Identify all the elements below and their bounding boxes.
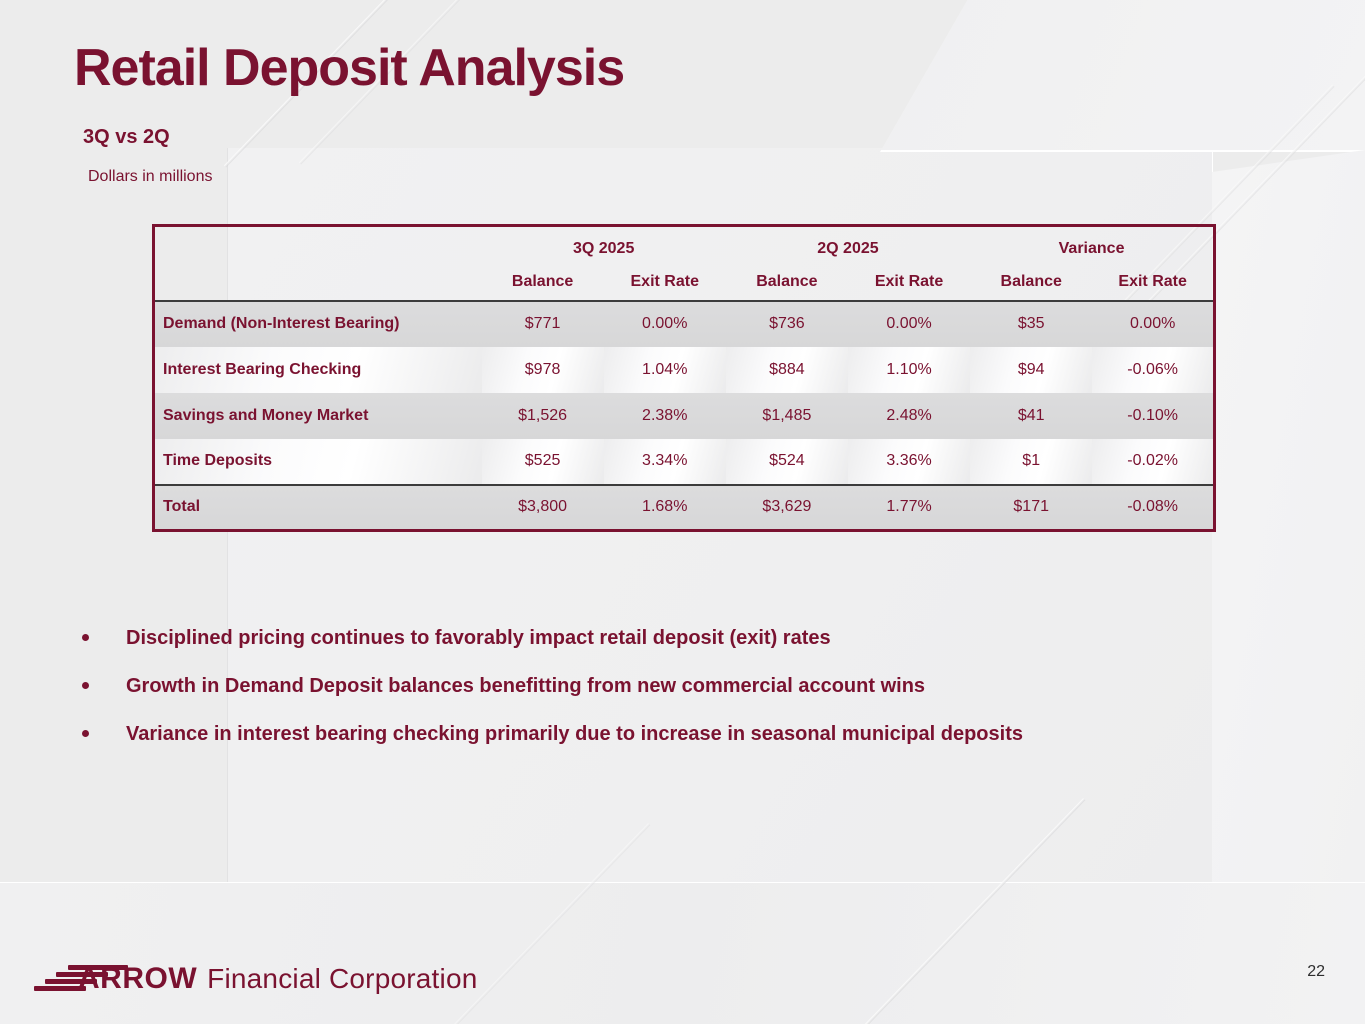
cell-balance-3q: $3,800 [481,483,604,531]
column-group-3q2025: 3Q 2025 [572,240,635,258]
cell-exit-rate-3q: 0.00% [603,300,726,347]
cell-balance-2q: $1,485 [725,392,848,439]
background-panel-bottom [0,882,1365,1024]
cell-balance-3q: $525 [481,438,604,485]
subheader-balance: Balance [970,263,1093,302]
cell-balance-3q: $978 [481,346,604,393]
brand-suffix: Financial Corporation [207,963,478,994]
table-group-header-row: 3Q 2025 2Q 2025 Variance [154,226,1215,264]
cell-exit-rate-3q: 1.04% [603,346,726,393]
deposit-table-container: 3Q 2025 2Q 2025 Variance Balance Exit Ra… [152,224,1216,532]
row-label: Total [153,483,482,531]
cell-exit-rate-variance: -0.08% [1092,483,1215,531]
slide-subtitle: 3Q vs 2Q [83,126,170,148]
bullet-dot-icon [82,730,89,737]
subheader-exit-rate: Exit Rate [1092,263,1215,302]
table-row-interest-bearing-checking: Interest Bearing Checking $978 1.04% $88… [153,346,1215,393]
cell-exit-rate-3q: 1.68% [603,483,726,531]
cell-balance-3q: $1,526 [481,392,604,439]
cell-exit-rate-2q: 1.77% [847,483,971,531]
cell-balance-variance: $1 [970,438,1093,485]
cell-balance-variance: $35 [970,300,1093,347]
table-row-demand: Demand (Non-Interest Bearing) $771 0.00%… [153,300,1215,347]
background-panel-right [1212,150,1365,882]
slide-title: Retail Deposit Analysis [74,39,625,97]
column-group-variance: Variance [1058,240,1125,258]
deposit-table: 3Q 2025 2Q 2025 Variance Balance Exit Ra… [152,224,1216,532]
table-row-total: Total $3,800 1.68% $3,629 1.77% $171 -0.… [153,483,1215,531]
empty-header-cell [153,263,482,302]
row-label: Savings and Money Market [153,392,482,439]
cell-exit-rate-2q: 2.48% [847,392,971,439]
bullet-text: Growth in Demand Deposit balances benefi… [126,675,926,697]
background-panel-top-right [880,0,1365,152]
row-label: Demand (Non-Interest Bearing) [153,300,482,347]
table-subheader-row: Balance Exit Rate Balance Exit Rate Bala… [153,263,1215,302]
bullet-item: Growth in Demand Deposit balances benefi… [80,672,1330,700]
bullet-dot-icon [82,682,89,689]
cell-exit-rate-3q: 2.38% [603,392,726,439]
subheader-exit-rate: Exit Rate [603,263,726,302]
bullet-item: Disciplined pricing continues to favorab… [80,624,1330,652]
column-group-2q2025: 2Q 2025 [817,240,879,258]
page-number: 22 [1307,963,1325,980]
cell-balance-2q: $884 [725,346,848,393]
subheader-exit-rate: Exit Rate [847,263,971,302]
subheader-balance: Balance [481,263,604,302]
table-row-savings-money-market: Savings and Money Market $1,526 2.38% $1… [153,392,1215,439]
row-label: Interest Bearing Checking [153,346,482,393]
bullet-text: Variance in interest bearing checking pr… [126,723,1023,745]
bullet-item: Variance in interest bearing checking pr… [80,720,1330,748]
bullet-text: Disciplined pricing continues to favorab… [126,627,831,649]
cell-exit-rate-3q: 3.34% [603,438,726,485]
subheader-balance: Balance [725,263,848,302]
company-logo: ARROW Financial Corporation [34,962,478,996]
cell-exit-rate-variance: -0.02% [1092,438,1215,485]
cell-exit-rate-2q: 0.00% [847,300,971,347]
table-row-time-deposits: Time Deposits $525 3.34% $524 3.36% $1 -… [153,438,1215,485]
bullet-list: Disciplined pricing continues to favorab… [80,624,1330,768]
cell-balance-variance: $41 [970,392,1093,439]
bullet-dot-icon [82,634,89,641]
cell-exit-rate-2q: 1.10% [847,346,971,393]
cell-exit-rate-variance: -0.06% [1092,346,1215,393]
empty-header-cell [154,226,482,264]
cell-balance-3q: $771 [481,300,604,347]
cell-exit-rate-2q: 3.36% [847,438,971,485]
cell-exit-rate-variance: -0.10% [1092,392,1215,439]
cell-balance-2q: $736 [725,300,848,347]
units-note: Dollars in millions [88,168,213,185]
cell-balance-2q: $3,629 [725,483,848,531]
cell-exit-rate-variance: 0.00% [1092,300,1215,347]
arrow-lines-icon [34,965,128,993]
row-label: Time Deposits [153,438,482,485]
cell-balance-variance: $94 [970,346,1093,393]
cell-balance-2q: $524 [725,438,848,485]
cell-balance-variance: $171 [970,483,1093,531]
